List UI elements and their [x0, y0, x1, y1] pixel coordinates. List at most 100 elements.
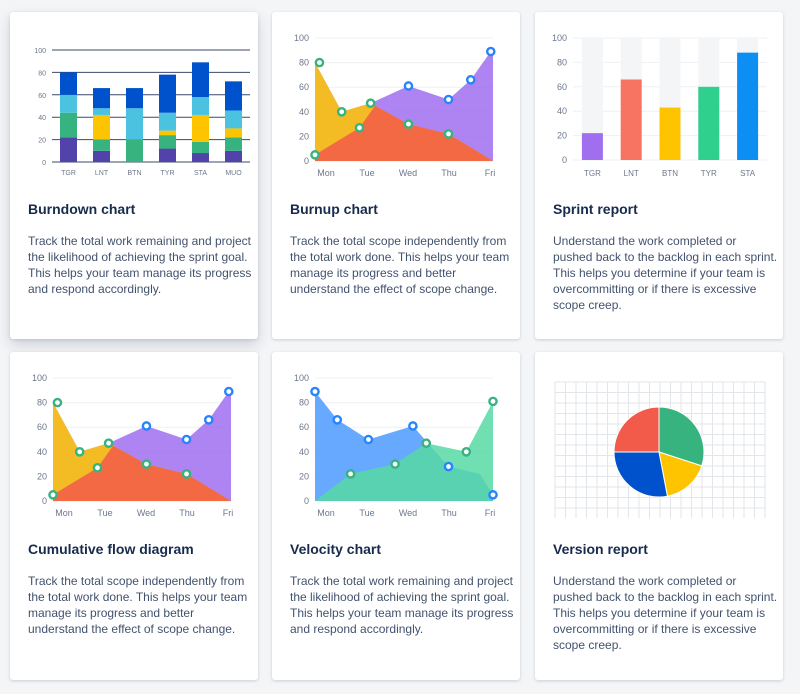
bar-segment — [159, 74, 176, 113]
cumulative-flow-diagram-card[interactable]: 0 20 40 60 80 100 Mon Tue Wed Thu Fri Cumulative f… — [10, 352, 258, 680]
data-point — [52, 397, 63, 408]
y-tick-label: 40 — [299, 107, 309, 117]
version-report-card[interactable]: Version report Understand the work compl… — [535, 352, 783, 680]
y-tick-label: 80 — [38, 70, 46, 77]
x-tick-label: Wed — [399, 168, 417, 178]
y-tick-label: 0 — [42, 496, 47, 506]
bar-segment — [93, 88, 110, 109]
bar — [698, 86, 720, 160]
y-tick-label: 60 — [299, 422, 309, 432]
data-point — [465, 75, 476, 85]
data-point — [403, 81, 414, 91]
data-point — [74, 447, 85, 457]
x-tick-label: Fri — [223, 508, 234, 518]
bar-segment — [159, 130, 176, 136]
data-point — [310, 386, 320, 397]
data-point — [461, 447, 472, 457]
velocity-chart-card[interactable]: 0 20 40 60 80 100 Mon Tue Wed Thu Fri Velocity cha… — [272, 352, 520, 680]
bar-segment — [126, 108, 143, 140]
y-tick-label: 100 — [552, 33, 567, 43]
card-description: Understand the work completed or pushed … — [553, 574, 778, 652]
x-tick-label: TYR — [701, 169, 717, 178]
data-point — [421, 438, 432, 448]
data-point — [390, 459, 400, 469]
x-tick-label: Thu — [179, 508, 195, 518]
data-point — [181, 469, 192, 479]
x-tick-label: Thu — [441, 508, 457, 518]
bar-segment — [93, 114, 110, 140]
burnup-chart-preview: 0 20 40 60 80 100 Mon Tue Wed Thu Fri — [294, 33, 496, 178]
y-tick-label: 20 — [557, 131, 567, 141]
card-description: Understand the work completed or pushed … — [553, 234, 778, 312]
x-tick-label: MUO — [225, 170, 242, 177]
burndown-chart-preview: 0 20 40 60 80 100 TGR LNT BTN TYR STA MUO — [34, 48, 250, 177]
burndown-chart-card[interactable]: 0 20 40 60 80 100 TGR LNT BTN TYR STA MUO Burndown … — [10, 12, 258, 339]
y-tick-label: 20 — [38, 138, 46, 145]
data-point — [141, 459, 152, 469]
x-tick-label: STA — [740, 169, 756, 178]
area-series — [315, 105, 493, 161]
card-title: Velocity chart — [290, 541, 382, 557]
card-title: Cumulative flow diagram — [28, 541, 194, 557]
pie-slice — [613, 451, 668, 498]
bar — [620, 79, 642, 160]
bar-segment — [225, 110, 242, 129]
y-tick-label: 80 — [299, 58, 309, 68]
bar-segment — [159, 112, 176, 131]
y-tick-label: 60 — [37, 422, 47, 432]
x-tick-label: LNT — [624, 169, 639, 178]
y-tick-label: 20 — [37, 471, 47, 481]
y-tick-label: 60 — [299, 82, 309, 92]
x-tick-label: Wed — [137, 508, 155, 518]
y-tick-label: 100 — [34, 48, 46, 55]
data-point — [403, 119, 414, 129]
x-tick-label: BTN — [128, 170, 142, 177]
data-point — [310, 150, 320, 160]
data-point — [223, 386, 234, 397]
x-tick-label: Thu — [441, 168, 457, 178]
bar — [659, 107, 681, 160]
version-report-preview — [554, 381, 766, 518]
x-tick-label: Mon — [55, 508, 73, 518]
data-point — [488, 396, 498, 407]
pie-slice — [613, 406, 660, 453]
x-tick-label: Fri — [485, 508, 496, 518]
card-description: Track the total scope independently from… — [28, 574, 248, 636]
bar-segment — [60, 94, 77, 113]
bar — [581, 133, 603, 160]
y-tick-label: 0 — [304, 496, 309, 506]
bar-segment — [159, 135, 176, 149]
y-tick-label: 100 — [294, 33, 309, 43]
data-point — [443, 461, 454, 472]
sprint-report-preview: 0 20 40 60 80 100 TGR LNT BTN TYR STA — [552, 33, 767, 178]
burnup-chart-card[interactable]: 0 20 40 60 80 100 Mon Tue Wed Thu Fri Burnup chart… — [272, 12, 520, 339]
x-tick-label: TGR — [584, 169, 601, 178]
x-tick-label: TYR — [161, 170, 175, 177]
y-tick-label: 20 — [299, 471, 309, 481]
bar-segment — [225, 137, 242, 151]
y-tick-label: 0 — [42, 160, 46, 167]
x-tick-label: Tue — [359, 508, 374, 518]
card-title: Burnup chart — [290, 201, 378, 217]
sprint-report-card[interactable]: 0 20 40 60 80 100 TGR LNT BTN TYR STA Sprint repor… — [535, 12, 783, 339]
y-tick-label: 100 — [294, 373, 309, 383]
pie-slice — [658, 451, 703, 497]
velocity-chart-preview: 0 20 40 60 80 100 Mon Tue Wed Thu Fri — [294, 373, 498, 518]
data-point — [365, 98, 376, 108]
data-point — [103, 438, 114, 448]
bar-background — [581, 38, 603, 160]
y-tick-label: 80 — [37, 398, 47, 408]
data-point — [48, 490, 58, 500]
bar-segment — [93, 150, 110, 162]
card-title: Sprint report — [553, 201, 638, 217]
x-tick-label: Mon — [317, 508, 335, 518]
card-description: Track the total scope independently from… — [290, 234, 510, 296]
area-series — [53, 445, 231, 501]
bar-segment — [60, 72, 77, 95]
y-tick-label: 40 — [557, 106, 567, 116]
data-point — [181, 434, 192, 445]
bar-segment — [225, 128, 242, 138]
y-tick-label: 0 — [304, 156, 309, 166]
data-point — [354, 122, 365, 133]
data-point — [345, 469, 356, 479]
